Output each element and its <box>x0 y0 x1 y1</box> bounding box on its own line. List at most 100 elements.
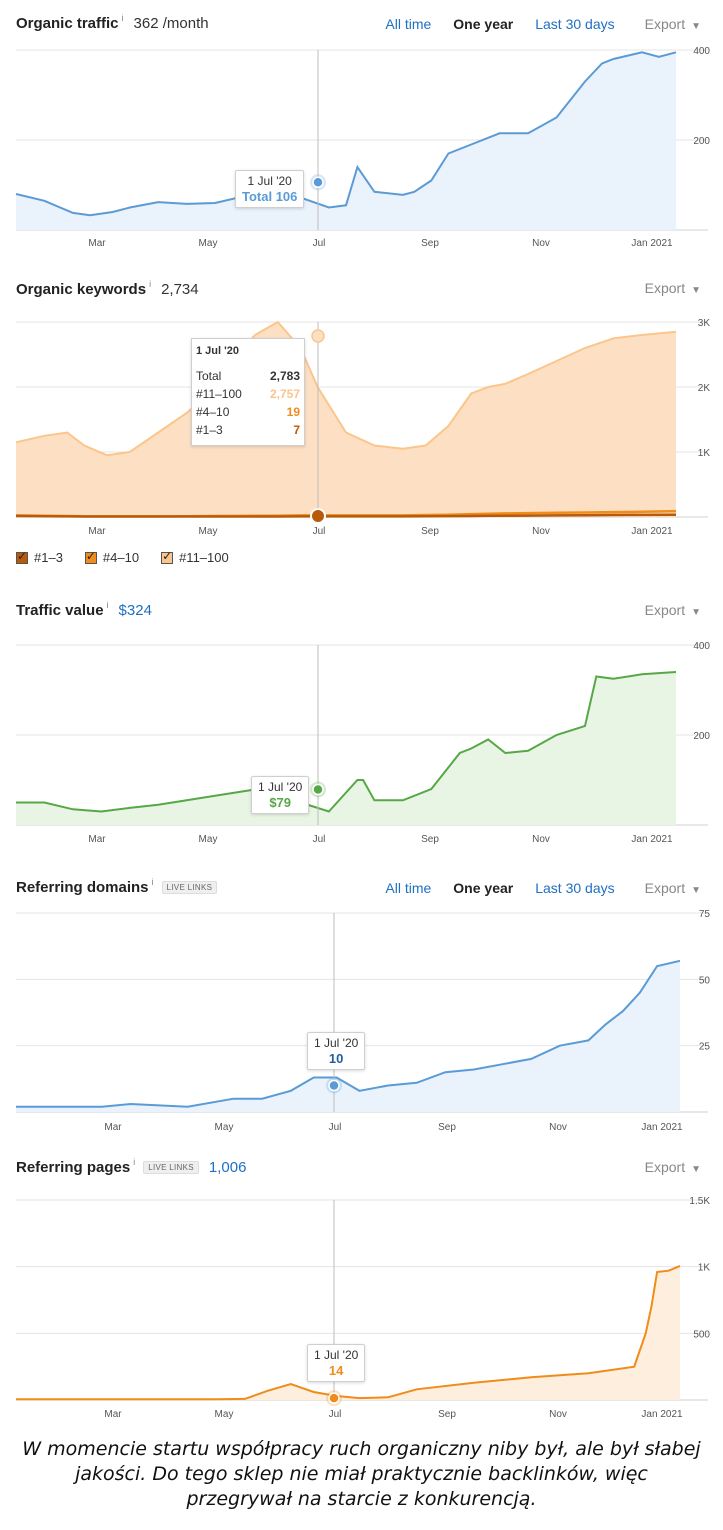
traffic-value-title: Traffic value <box>16 601 104 619</box>
series-area <box>16 1265 680 1400</box>
traffic-value-chart[interactable]: 200 400 Mar May Jul Sep Nov Jan 2021 <box>0 0 723 860</box>
referring-domains-chart[interactable]: 25 50 75 Mar May Jul Sep Nov Jan 2021 <box>0 0 723 1140</box>
series-line-0 <box>15 320 677 457</box>
traffic-value-header: Traffic value i $324 <box>16 599 152 621</box>
x-tick-label: Jan 2021 <box>641 1409 683 1420</box>
legend-item-4-10[interactable]: #4–10 <box>84 549 139 565</box>
caret-down-icon: ▼ <box>691 21 701 32</box>
tooltip-row-4-10: #4–10 19 <box>196 405 300 419</box>
info-icon[interactable]: i <box>151 877 154 887</box>
info-icon[interactable]: i <box>106 600 109 610</box>
x-tick-label: Jan 2021 <box>641 1122 683 1133</box>
organic-keywords-section: Organic keywords i 2,734 Export ▼ 1K 2K 3K M… <box>0 0 723 580</box>
organic-traffic-tooltip: 1 Jul '20 Total 106 <box>235 170 305 208</box>
x-tick-label: Mar <box>104 1409 122 1420</box>
x-tick-label: Jul <box>313 834 326 845</box>
legend-item-1-3[interactable]: #1–3 <box>16 549 63 565</box>
series-line <box>15 51 677 217</box>
tooltip-row-total: Total 2,783 <box>196 369 300 383</box>
x-tick-label: May <box>199 238 218 249</box>
series-line <box>16 959 681 1108</box>
referring-domains-controls: All time One year Last 30 days Export ▼ <box>363 877 701 899</box>
x-tick-label: Jan 2021 <box>631 526 673 537</box>
x-tick-label: Sep <box>438 1122 456 1133</box>
hover-dot <box>328 1392 340 1404</box>
x-tick-label: Mar <box>104 1122 122 1133</box>
y-tick-label: 1K <box>698 1263 711 1274</box>
organic-keywords-chart[interactable]: 1K 2K 3K Mar May Jul Sep Nov Jan 2021 <box>0 0 723 580</box>
organic-traffic-title: Organic traffic <box>16 14 119 32</box>
traffic-value-section: Traffic value i $324 Export ▼ 200 400 Mar Ma… <box>0 0 723 860</box>
x-tick-label: May <box>215 1122 234 1133</box>
organic-keywords-title: Organic keywords <box>16 280 147 298</box>
x-tick-label: Nov <box>532 526 550 537</box>
organic-keywords-value: 2,734 <box>161 280 199 298</box>
keywords-legend: #1–3 #4–10 #11–100 <box>16 549 251 565</box>
x-tick-label: Jul <box>329 1122 342 1133</box>
referring-pages-chart[interactable]: 500 1K 1.5K Mar May Jul Sep Nov Jan 2021 <box>0 0 723 1425</box>
organic-traffic-section: Organic traffic i 362 /month All time On… <box>0 0 723 260</box>
export-button[interactable]: Export ▼ <box>644 602 701 618</box>
x-tick-label: Mar <box>88 526 106 537</box>
range-all-time[interactable]: All time <box>385 880 432 896</box>
export-button[interactable]: Export ▼ <box>644 880 701 896</box>
export-button[interactable]: Export ▼ <box>644 280 701 296</box>
organic-traffic-value: 362 /month <box>133 14 209 32</box>
info-icon[interactable]: i <box>149 279 152 289</box>
y-tick-label: 200 <box>693 136 710 147</box>
caption-text: W momencie startu współpracy ruch organi… <box>22 1438 701 1510</box>
series-area <box>16 960 680 1112</box>
range-all-time[interactable]: All time <box>385 16 432 32</box>
x-tick-label: Jul <box>313 526 326 537</box>
x-tick-label: May <box>199 526 218 537</box>
y-tick-label: 1.5K <box>689 1196 710 1207</box>
x-tick-label: Sep <box>438 1409 456 1420</box>
organic-keywords-header: Organic keywords i 2,734 <box>16 278 199 300</box>
range-last-30-days[interactable]: Last 30 days <box>535 16 615 32</box>
export-button[interactable]: Export ▼ <box>644 16 701 32</box>
y-tick-label: 400 <box>693 46 710 57</box>
hover-dot <box>311 329 325 343</box>
range-one-year[interactable]: One year <box>453 16 514 32</box>
x-tick-label: Nov <box>549 1409 567 1420</box>
referring-domains-header: Referring domains i LIVE LINKS <box>16 876 218 898</box>
caret-down-icon: ▼ <box>691 885 701 896</box>
organic-keywords-controls: Export ▼ <box>615 277 701 299</box>
x-tick-label: Jan 2021 <box>631 834 673 845</box>
organic-traffic-header: Organic traffic i 362 /month <box>16 12 209 34</box>
y-tick-label: 200 <box>693 731 710 742</box>
tooltip-row-1-3: #1–3 7 <box>196 423 300 437</box>
hover-dot <box>310 508 326 524</box>
tooltip-row-11-100: #11–100 2,757 <box>196 387 300 401</box>
info-icon[interactable]: i <box>133 1157 136 1167</box>
referring-pages-controls: Export ▼ <box>615 1156 701 1178</box>
x-tick-label: Nov <box>532 834 550 845</box>
x-tick-label: Nov <box>532 238 550 249</box>
tooltip-total: Total 106 <box>242 189 298 204</box>
tooltip-date: 1 Jul '20 <box>247 174 292 188</box>
x-tick-label: Jul <box>329 1409 342 1420</box>
live-links-badge: LIVE LINKS <box>143 1160 199 1174</box>
y-tick-label: 75 <box>699 909 711 920</box>
referring-pages-header: Referring pages i LIVE LINKS 1,006 <box>16 1156 246 1178</box>
tooltip-date: 1 Jul '20 <box>314 1348 359 1362</box>
checkbox-icon <box>84 549 97 564</box>
y-tick-label: 25 <box>699 1042 711 1053</box>
tooltip-date: 1 Jul '20 <box>196 345 239 357</box>
info-icon[interactable]: i <box>121 13 124 23</box>
x-tick-label: Mar <box>88 238 106 249</box>
range-one-year[interactable]: One year <box>453 880 514 896</box>
organic-traffic-chart[interactable]: 200 400 Mar May Jul Sep Nov Jan 2021 <box>0 0 723 260</box>
series-area <box>16 52 676 230</box>
organic-keywords-tooltip: 1 Jul '20 Total 2,783 #11–100 2,757 #4–10 1… <box>191 338 305 446</box>
tooltip-total: $79 <box>269 795 292 810</box>
x-tick-label: May <box>215 1409 234 1420</box>
export-button[interactable]: Export ▼ <box>644 1159 701 1175</box>
referring-domains-title: Referring domains <box>16 878 149 896</box>
legend-item-11-100[interactable]: #11–100 <box>161 549 229 565</box>
range-last-30-days[interactable]: Last 30 days <box>535 880 615 896</box>
live-links-badge: LIVE LINKS <box>161 880 218 894</box>
tooltip-date: 1 Jul '20 <box>258 780 303 794</box>
y-tick-label: 400 <box>693 641 710 652</box>
referring-pages-value: 1,006 <box>208 1158 247 1176</box>
